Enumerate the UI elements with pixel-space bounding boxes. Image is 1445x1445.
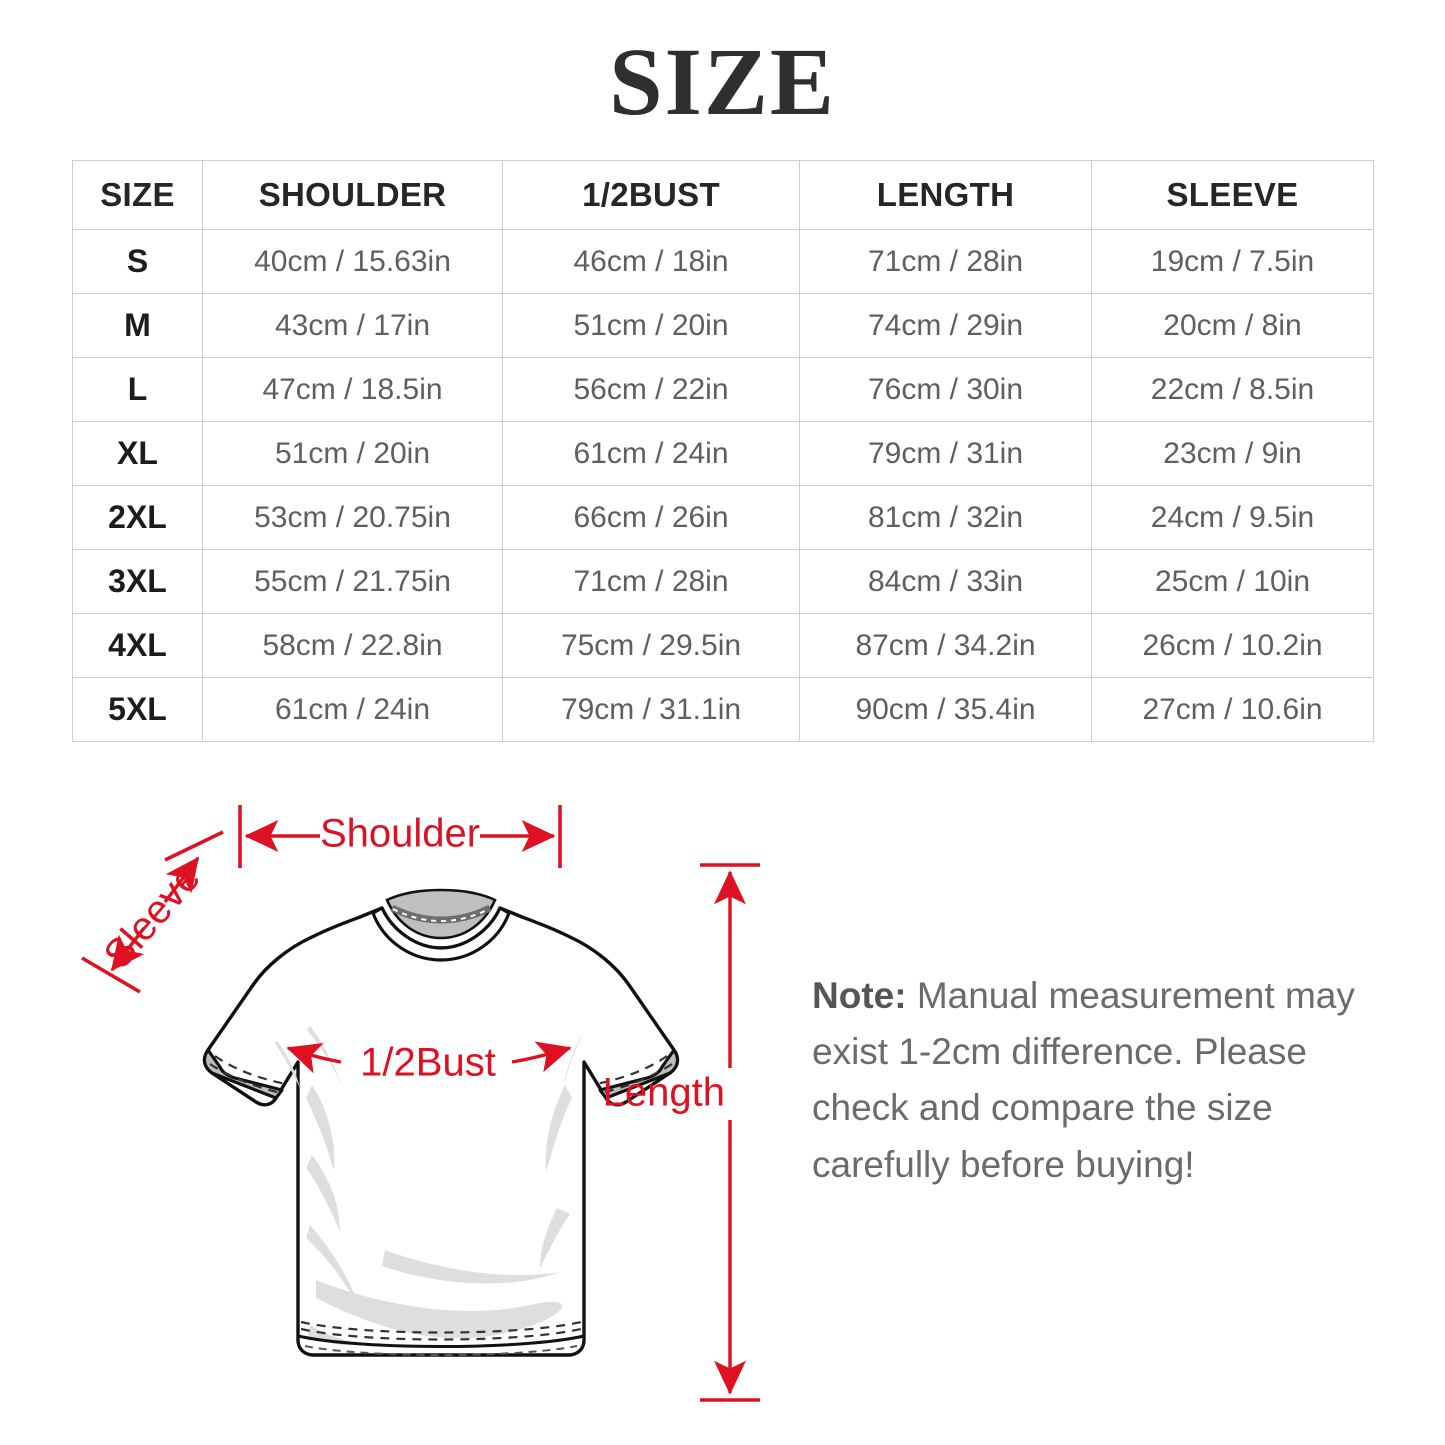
cell-sleeve: 26cm / 10.2in: [1091, 613, 1374, 678]
cell-shoulder: 40cm / 15.63in: [202, 229, 503, 294]
cell-size: 4XL: [72, 613, 203, 678]
cell-length: 79cm / 31in: [799, 421, 1092, 486]
bottom-hem-stitch-3: [304, 1345, 578, 1356]
sleeve-arrow-down: [110, 926, 146, 972]
fabric-shading: [274, 1026, 582, 1346]
cell-size: XL: [72, 421, 203, 486]
cell-size: 2XL: [72, 485, 203, 550]
column-header-shoulder: SHOULDER: [202, 160, 503, 230]
tshirt-body-outline: [202, 906, 680, 1357]
note-block: Note: Manual measurement may exist 1-2cm…: [812, 968, 1382, 1193]
table-row: L 47cm / 18.5in 56cm / 22in 76cm / 30in …: [72, 357, 1374, 422]
cell-sleeve: 23cm / 9in: [1091, 421, 1374, 486]
cell-sleeve: 24cm / 9.5in: [1091, 485, 1374, 550]
bust-measure-annotation: 1/2Bust: [286, 1041, 572, 1085]
length-label: Length: [603, 1071, 725, 1115]
cell-bust: 51cm / 20in: [502, 293, 800, 358]
bottom-hem-edge: [297, 1334, 585, 1348]
cell-shoulder: 53cm / 20.75in: [202, 485, 503, 550]
table-row: 2XL 53cm / 20.75in 66cm / 26in 81cm / 32…: [72, 485, 1374, 550]
left-sleeve-hem-stitch-2: [209, 1063, 282, 1095]
column-header-length: LENGTH: [799, 160, 1092, 230]
cell-bust: 56cm / 22in: [502, 357, 800, 422]
note-text: Manual measurement may exist 1-2cm diffe…: [812, 975, 1355, 1185]
table-header-row: SIZE SHOULDER 1/2BUST LENGTH SLEEVE: [72, 160, 1374, 230]
cell-shoulder: 43cm / 17in: [202, 293, 503, 358]
length-measure-annotation: Length: [603, 863, 760, 1402]
cell-shoulder: 61cm / 24in: [202, 677, 503, 742]
cell-sleeve: 25cm / 10in: [1091, 549, 1374, 614]
table-row: M 43cm / 17in 51cm / 20in 74cm / 29in 20…: [72, 293, 1374, 358]
table-row: 3XL 55cm / 21.75in 71cm / 28in 84cm / 33…: [72, 549, 1374, 614]
table-row: XL 51cm / 20in 61cm / 24in 79cm / 31in 2…: [72, 421, 1374, 486]
cell-sleeve: 20cm / 8in: [1091, 293, 1374, 358]
tshirt-measurement-diagram: Shoulder Sleeve 1/2Bust: [60, 780, 800, 1430]
cell-bust: 71cm / 28in: [502, 549, 800, 614]
cell-size: 5XL: [72, 677, 203, 742]
cell-length: 81cm / 32in: [799, 485, 1092, 550]
collar-inner: [385, 888, 497, 940]
cell-length: 90cm / 35.4in: [799, 677, 1092, 742]
note-label: Note:: [812, 975, 907, 1016]
page-title: SIZE: [609, 28, 836, 135]
cell-bust: 75cm / 29.5in: [502, 613, 800, 678]
bust-arrow-left: [286, 1043, 342, 1074]
cell-shoulder: 55cm / 21.75in: [202, 549, 503, 614]
table-row: 4XL 58cm / 22.8in 75cm / 29.5in 87cm / 3…: [72, 613, 1374, 678]
cell-length: 84cm / 33in: [799, 549, 1092, 614]
left-sleeve-hem-stitch-1: [214, 1055, 287, 1086]
sleeve-measure-annotation: Sleeve: [81, 830, 224, 994]
right-sleeve-cuff: [598, 1048, 680, 1100]
column-header-size: SIZE: [72, 160, 203, 230]
column-header-bust: 1/2BUST: [502, 160, 800, 230]
cell-shoulder: 58cm / 22.8in: [202, 613, 503, 678]
tshirt-illustration: [202, 888, 680, 1357]
left-sleeve-cuff: [202, 1048, 284, 1100]
cell-length: 87cm / 34.2in: [799, 613, 1092, 678]
bust-arrow-right: [511, 1041, 572, 1073]
sleeve-tick-bottom: [81, 956, 141, 994]
collar-outer: [371, 906, 511, 962]
cell-size: S: [72, 229, 203, 294]
cell-size: M: [72, 293, 203, 358]
cell-sleeve: 27cm / 10.6in: [1091, 677, 1374, 742]
table-row: 5XL 61cm / 24in 79cm / 31.1in 90cm / 35.…: [72, 677, 1374, 742]
cell-length: 76cm / 30in: [799, 357, 1092, 422]
collar-seam-stitch: [392, 908, 490, 923]
shoulder-measure-annotation: Shoulder: [238, 805, 562, 868]
cell-size: 3XL: [72, 549, 203, 614]
bust-label: 1/2Bust: [360, 1041, 496, 1085]
shoulder-label: Shoulder: [320, 812, 480, 856]
table-row: S 40cm / 15.63in 46cm / 18in 71cm / 28in…: [72, 229, 1374, 294]
sleeve-label: Sleeve: [95, 856, 208, 977]
cell-size: L: [72, 357, 203, 422]
table-header: SIZE SHOULDER 1/2BUST LENGTH SLEEVE: [72, 160, 1374, 230]
cell-shoulder: 47cm / 18.5in: [202, 357, 503, 422]
table-body: S 40cm / 15.63in 46cm / 18in 71cm / 28in…: [72, 229, 1374, 742]
cell-bust: 66cm / 26in: [502, 485, 800, 550]
size-table: SIZE SHOULDER 1/2BUST LENGTH SLEEVE S 40…: [72, 160, 1374, 742]
cell-shoulder: 51cm / 20in: [202, 421, 503, 486]
cell-sleeve: 19cm / 7.5in: [1091, 229, 1374, 294]
cell-sleeve: 22cm / 8.5in: [1091, 357, 1374, 422]
cell-bust: 46cm / 18in: [502, 229, 800, 294]
cell-bust: 61cm / 24in: [502, 421, 800, 486]
cell-length: 74cm / 29in: [799, 293, 1092, 358]
sleeve-arrow-up: [163, 856, 200, 904]
cell-length: 71cm / 28in: [799, 229, 1092, 294]
sleeve-tick-top: [164, 830, 224, 862]
column-header-sleeve: SLEEVE: [1091, 160, 1374, 230]
cell-bust: 79cm / 31.1in: [502, 677, 800, 742]
right-sleeve-hem-stitch-2: [600, 1063, 673, 1095]
right-sleeve-hem-stitch-1: [595, 1055, 668, 1086]
